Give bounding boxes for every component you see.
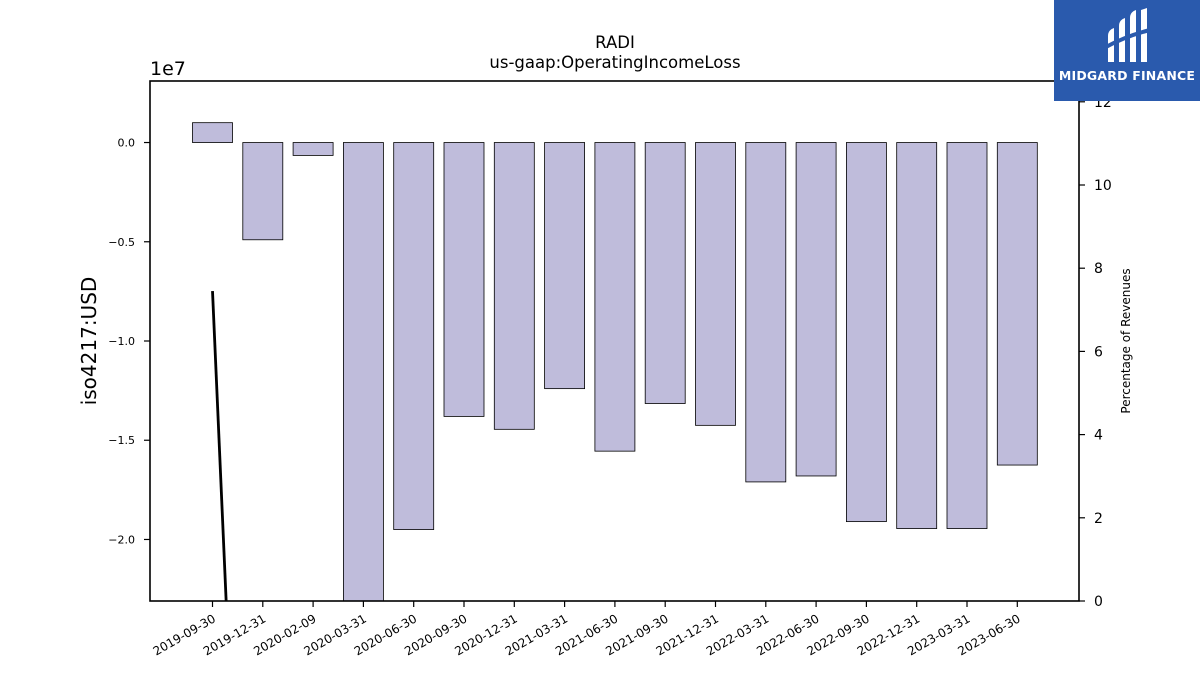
logo-icon	[1103, 8, 1151, 62]
y-tick-label: 0.0	[118, 137, 136, 150]
chart-subtitle: us-gaap:OperatingIncomeLoss	[489, 53, 740, 72]
bar-2022-09-30	[846, 142, 887, 523]
secondary-line	[211, 291, 228, 601]
logo-text: MIDGARD FINANCE	[1058, 68, 1196, 83]
bar-2019-12-31	[242, 142, 284, 241]
bar-2021-03-31	[544, 142, 585, 390]
bar-2022-12-31	[896, 142, 938, 529]
plot-frame	[149, 80, 1080, 602]
logo: MIDGARD FINANCE	[1054, 0, 1200, 101]
bar-2021-06-30	[594, 142, 636, 452]
chart-title: RADI	[595, 33, 635, 52]
y2-axis-label: Percentage of Revenues	[1119, 268, 1133, 413]
y-tick-label: −1.0	[108, 335, 135, 348]
y-multiplier: 1e7	[150, 58, 186, 80]
bar-2020-03-31	[342, 142, 384, 601]
bar-2020-12-31	[493, 142, 535, 430]
bar-2019-09-30	[192, 122, 233, 143]
bar-2021-12-31	[695, 142, 736, 426]
y-axis-label: iso4217:USD	[77, 277, 101, 406]
y2-tick-label: 8	[1094, 261, 1103, 277]
bar-2021-09-30	[644, 142, 686, 404]
bar-2023-03-31	[946, 142, 988, 529]
y-tick-label: −2.0	[108, 533, 135, 546]
bar-2020-02-09	[292, 142, 334, 156]
y2-tick-label: 10	[1094, 178, 1112, 194]
y-tick-label: −1.5	[108, 434, 135, 447]
bar-2020-06-30	[393, 142, 435, 530]
bar-2023-06-30	[996, 142, 1038, 466]
bar-2020-09-30	[443, 142, 485, 417]
y2-tick-label: 6	[1094, 344, 1103, 360]
y2-tick-label: 2	[1094, 511, 1103, 527]
bar-2022-03-31	[745, 142, 787, 483]
bar-2022-06-30	[795, 142, 837, 477]
y2-tick-label: 4	[1094, 428, 1103, 444]
y2-tick-label: 0	[1094, 594, 1103, 610]
y-tick-label: −0.5	[108, 236, 135, 249]
